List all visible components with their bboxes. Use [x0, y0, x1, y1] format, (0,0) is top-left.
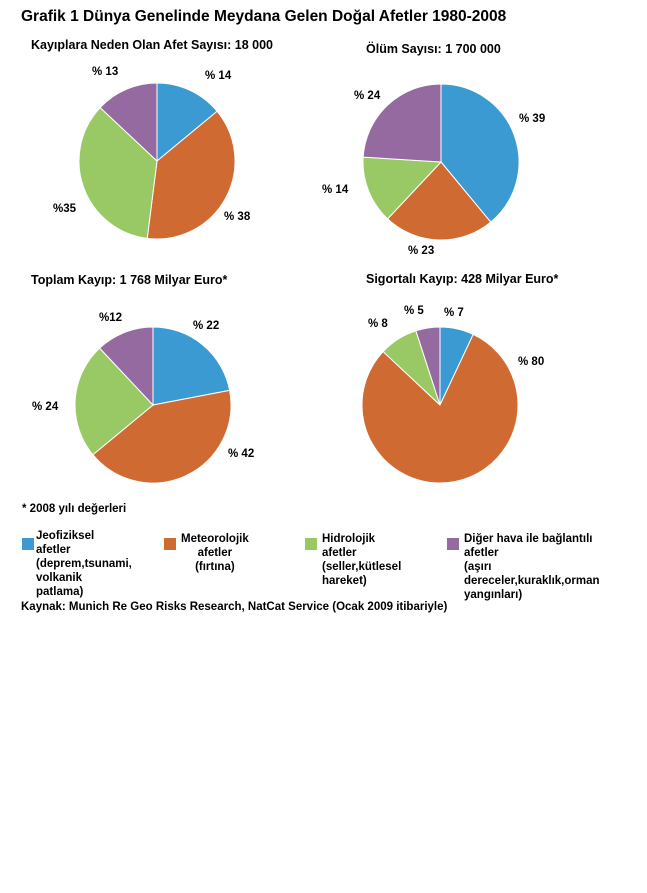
figure-title: Grafik 1 Dünya Genelinde Meydana Gelen D… — [21, 8, 507, 25]
slice-label-hydrological: %35 — [53, 203, 77, 215]
chart-title-deaths: Ölüm Sayısı: 1 700 000 — [366, 42, 501, 56]
pie-slice-other — [98, 326, 154, 407]
pie-slice-meteorological — [361, 333, 519, 484]
legend-swatch-geophysical — [22, 538, 34, 550]
pie-slice-other — [99, 82, 158, 163]
slice-label-hydrological: % 14 — [322, 184, 349, 196]
chart-title-insured-loss: Sigortalı Kayıp: 428 Milyar Euro* — [366, 272, 559, 286]
slice-label-geophysical: % 22 — [193, 320, 220, 332]
slice-label-other: % 5 — [404, 305, 424, 317]
source-note: Kaynak: Munich Re Geo Risks Research, Na… — [21, 601, 448, 613]
legend-label-hydrological: Hidrolojik afetler (seller,kütlesel hare… — [322, 533, 402, 587]
chart-title-disasters: Kayıplara Neden Olan Afet Sayısı: 18 000 — [31, 38, 274, 52]
legend-label-geophysical: Jeofiziksel afetler (deprem,tsunami, vol… — [36, 530, 132, 598]
pie-slice-geophysical — [440, 83, 520, 223]
pie-slice-meteorological — [92, 389, 232, 484]
slice-label-geophysical: % 7 — [444, 307, 464, 319]
pie-slice-meteorological — [146, 110, 236, 240]
legend-swatch-hydrological — [305, 538, 317, 550]
chart-title-total-loss: Toplam Kayıp: 1 768 Milyar Euro* — [31, 273, 228, 287]
legend-label-other: Diğer hava ile bağlantılı afetler (aşırı… — [464, 533, 600, 601]
pie-slice-hydrological — [74, 347, 154, 456]
footnote: * 2008 yılı değerleri — [22, 503, 127, 515]
slice-label-meteorological: % 23 — [408, 245, 435, 257]
slice-label-hydrological: % 24 — [32, 401, 59, 413]
slice-label-other: % 13 — [92, 66, 119, 78]
slice-label-geophysical: % 39 — [519, 113, 546, 125]
slice-label-meteorological: % 80 — [518, 356, 545, 368]
pie-slice-hydrological — [362, 156, 443, 220]
slice-label-hydrological: % 8 — [368, 318, 388, 330]
slice-label-meteorological: % 42 — [228, 448, 255, 460]
slice-label-other: %12 — [99, 312, 123, 324]
pie-slice-other — [415, 326, 441, 406]
legend-swatch-other — [447, 538, 459, 550]
pie-slice-geophysical — [156, 82, 218, 163]
slice-label-other: % 24 — [354, 90, 381, 102]
pie-slice-geophysical — [152, 326, 231, 406]
slice-label-geophysical: % 14 — [205, 70, 232, 82]
pie-slice-other — [362, 83, 442, 163]
slice-label-meteorological: % 38 — [224, 211, 251, 223]
legend-label-meteorological: Meteorolojik afetler (fırtına) — [181, 533, 249, 573]
legend-swatch-meteorological — [164, 538, 176, 550]
pie-slice-meteorological — [386, 161, 492, 241]
pie-slice-hydrological — [78, 106, 158, 239]
